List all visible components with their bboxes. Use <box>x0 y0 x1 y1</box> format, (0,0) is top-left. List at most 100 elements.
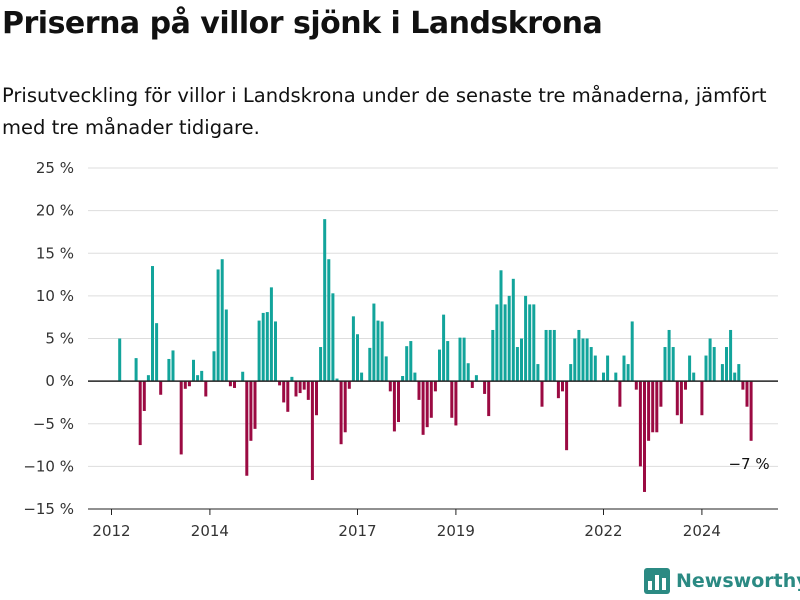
bar <box>618 381 622 407</box>
bar <box>442 314 446 382</box>
bar <box>446 341 450 382</box>
bar <box>733 372 737 382</box>
bar <box>528 304 532 382</box>
last-value-annotation: −7 % <box>728 455 769 473</box>
bar <box>405 346 409 382</box>
bar <box>745 381 749 407</box>
bar <box>409 341 413 382</box>
bar <box>429 381 433 418</box>
bar <box>167 358 171 382</box>
bar <box>315 381 318 416</box>
x-tick-label: 2014 <box>191 522 229 540</box>
y-tick-label: 10 % <box>36 287 74 305</box>
bar <box>372 303 376 382</box>
bar-series <box>118 219 753 492</box>
bar <box>655 381 659 433</box>
bar <box>187 381 191 387</box>
y-tick-label: 25 % <box>36 159 74 177</box>
bar <box>274 321 277 382</box>
bar <box>241 371 245 382</box>
bar <box>343 381 347 433</box>
bar <box>302 381 306 390</box>
bar <box>577 329 581 382</box>
bar-chart: 25 % 20 % 15 % 10 % 5 % 0 % −5 % −10 % −15 % 2012… <box>23 159 778 540</box>
bar <box>684 381 687 390</box>
bar <box>675 381 679 416</box>
bar <box>647 381 651 441</box>
bar <box>573 338 577 382</box>
y-tick-label: −10 % <box>23 457 74 475</box>
bar <box>749 381 753 441</box>
bar <box>593 355 597 382</box>
bar <box>413 372 417 382</box>
brand-name: Newsworthy <box>676 570 800 592</box>
bar <box>134 358 138 382</box>
bar <box>368 347 372 382</box>
bar <box>561 381 564 392</box>
bar-chart-logo-icon <box>644 568 670 594</box>
bar <box>495 304 499 382</box>
bar <box>667 329 671 382</box>
y-tick-label: 0 % <box>45 372 74 390</box>
bar <box>708 338 712 382</box>
bar <box>212 351 216 382</box>
bar <box>290 376 294 382</box>
bar <box>421 381 425 435</box>
bar <box>425 381 429 428</box>
y-tick-label: 15 % <box>36 244 74 262</box>
bar <box>626 364 630 382</box>
bar <box>397 381 400 423</box>
bar <box>216 269 220 382</box>
bar <box>614 372 618 382</box>
bar <box>335 378 339 382</box>
bar <box>704 355 708 382</box>
x-tick-label: 2017 <box>338 522 376 540</box>
bar <box>692 372 696 382</box>
y-tick-label: 20 % <box>36 202 74 220</box>
bar <box>257 320 261 382</box>
bar <box>306 381 310 400</box>
bar <box>155 323 159 382</box>
bar <box>433 381 437 392</box>
bar <box>688 355 692 382</box>
bar <box>544 329 548 382</box>
bar <box>196 375 200 382</box>
bar <box>351 316 355 382</box>
brand-logo: Newsworthy <box>644 568 800 594</box>
bar <box>589 347 593 382</box>
bar <box>548 329 552 382</box>
bar <box>499 270 503 382</box>
bar <box>540 381 544 407</box>
bar <box>392 381 396 432</box>
bar <box>179 381 183 455</box>
bar <box>245 381 249 476</box>
bar <box>233 381 236 388</box>
bar <box>741 381 745 390</box>
bar <box>483 381 487 394</box>
bar <box>700 381 704 416</box>
bar <box>183 381 187 389</box>
bar <box>651 381 655 433</box>
bar <box>515 347 519 382</box>
page-title: Priserna på villor sjönk i Landskrona <box>2 6 603 41</box>
bar <box>142 381 146 411</box>
bar <box>380 321 384 382</box>
bar <box>319 347 323 382</box>
bar <box>491 329 495 382</box>
axes <box>88 380 778 515</box>
grid-lines <box>88 167 778 510</box>
bar <box>356 334 359 382</box>
bar <box>565 381 569 451</box>
bar <box>520 338 523 382</box>
bar <box>450 381 454 418</box>
bar <box>282 381 286 403</box>
axis-labels: 25 % 20 % 15 % 10 % 5 % 0 % −5 % −10 % −15 % 2012… <box>23 159 769 540</box>
bar <box>622 355 626 382</box>
bar <box>487 381 491 417</box>
bar <box>347 381 351 389</box>
bar <box>327 259 331 382</box>
page-subtitle: Prisutveckling för villor i Landskrona u… <box>2 84 767 139</box>
bar <box>581 338 585 382</box>
bar <box>286 381 290 412</box>
bar <box>729 329 733 382</box>
